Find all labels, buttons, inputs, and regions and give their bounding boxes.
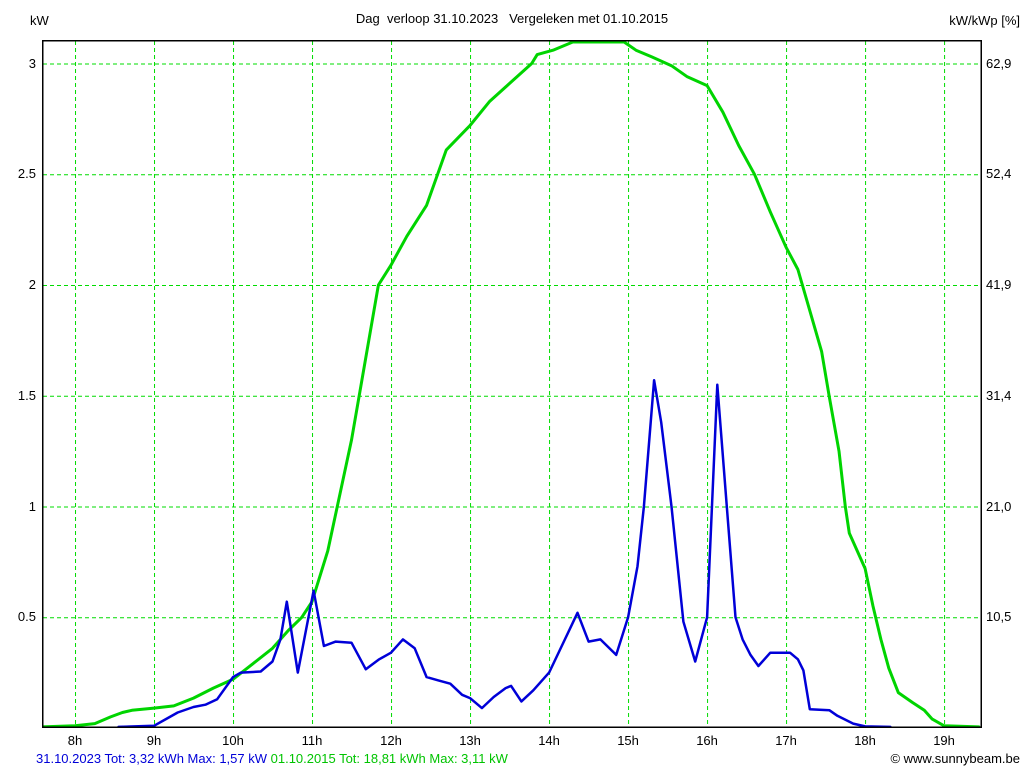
left-axis-unit-label: kW xyxy=(30,13,49,28)
stats-2015-label: 01.10.2015 Tot: 18,81 kWh Max: 3,11 kW xyxy=(270,751,508,766)
left-tick-label-1: 1 xyxy=(28,498,36,514)
right-tick-label-41,9: 41,9 xyxy=(986,277,1012,292)
right-tick-label-21,0: 21,0 xyxy=(986,498,1012,514)
plot-area xyxy=(40,40,982,729)
x-tick-label-10h: 10h xyxy=(222,733,244,748)
series-line-31.10.2023 xyxy=(117,378,892,729)
plot-frame xyxy=(42,40,982,728)
right-tick-label-10,5: 10,5 xyxy=(986,609,1012,625)
right-tick-label-52,4: 52,4 xyxy=(986,166,1012,182)
left-tick-label-2.5: 2.5 xyxy=(17,166,36,182)
x-tick-label-17h: 17h xyxy=(775,733,797,748)
x-tick-label-9h: 9h xyxy=(146,733,162,748)
left-tick-label-0.5: 0.5 xyxy=(17,609,36,625)
right-tick-label-31,4: 31,4 xyxy=(986,387,1012,403)
x-tick-label-19h: 19h xyxy=(933,733,955,748)
stats-2023-label: 31.10.2023 Tot: 3,32 kWh Max: 1,57 kW xyxy=(36,751,267,766)
right-tick-label-62,9: 62,9 xyxy=(986,55,1012,71)
x-tick-label-18h: 18h xyxy=(854,733,876,748)
x-tick-label-12h: 12h xyxy=(380,733,402,748)
x-tick-label-13h: 13h xyxy=(459,733,481,748)
x-tick-label-14h: 14h xyxy=(538,733,560,748)
x-tick-label-16h: 16h xyxy=(696,733,718,748)
left-tick-label-1.5: 1.5 xyxy=(17,387,36,403)
x-tick-label-11h: 11h xyxy=(301,733,323,748)
series-line-01.10.2015 xyxy=(40,40,981,729)
chart-title: Dag verloop 31.10.2023 Vergeleken met 01… xyxy=(355,11,669,26)
x-tick-label-15h: 15h xyxy=(617,733,639,748)
chart-canvas xyxy=(40,40,982,729)
x-tick-label-8h: 8h xyxy=(67,733,83,748)
copyright-label: © www.sunnybeam.be xyxy=(890,751,1020,766)
footer-day-stats: 31.10.2023 Tot: 3,32 kWh Max: 1,57 kW 01… xyxy=(36,751,508,766)
left-tick-label-3: 3 xyxy=(28,55,36,71)
left-tick-label-2: 2 xyxy=(28,277,36,292)
right-axis-unit-label: kW/kWp [%] xyxy=(949,13,1020,28)
